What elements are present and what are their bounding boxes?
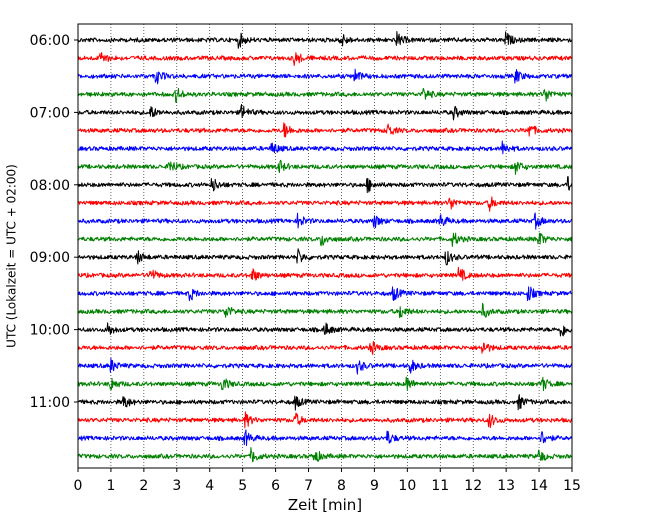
trace-0715: [77, 122, 573, 138]
y-tick-label: 07:00: [30, 105, 70, 121]
x-tick-label: 6: [271, 478, 280, 494]
trace-0815: [77, 196, 573, 212]
y-axis-ticks: 06:00 07:00 08:00 09:00 10:00 11:00: [30, 33, 78, 411]
trace-1015: [77, 340, 573, 356]
x-tick-label: 1: [106, 478, 115, 494]
x-tick-label: 14: [530, 478, 548, 494]
trace-0645: [77, 87, 573, 103]
trace-0800: [77, 176, 573, 194]
y-tick-label: 11:00: [30, 395, 70, 411]
x-tick-label: 13: [497, 478, 515, 494]
trace-0700: [77, 103, 573, 121]
x-axis-label: Zeit [min]: [288, 496, 362, 514]
x-tick-label: 11: [431, 478, 449, 494]
y-tick-label: 06:00: [30, 33, 70, 49]
trace-0600: [77, 31, 573, 49]
plot-frame: [77, 23, 573, 469]
x-tick-label: 10: [398, 478, 416, 494]
trace-0945: [77, 302, 573, 319]
trace-1115: [77, 411, 573, 429]
x-tick-label: 7: [304, 478, 313, 494]
trace-0900: [77, 248, 573, 266]
trace-0630: [77, 68, 573, 85]
trace-1100: [77, 394, 573, 411]
x-tick-label: 4: [205, 478, 214, 494]
trace-1130: [77, 429, 573, 447]
trace-group: [77, 31, 573, 463]
trace-0730: [77, 140, 573, 155]
x-tick-label: 5: [238, 478, 247, 494]
trace-0915: [77, 266, 573, 281]
trace-1145: [77, 447, 573, 463]
trace-0830: [77, 212, 573, 230]
trace-1000: [77, 322, 573, 337]
trace-0745: [77, 159, 573, 175]
trace-1030: [77, 357, 573, 375]
x-tick-label: 2: [139, 478, 148, 494]
trace-0845: [77, 232, 573, 247]
x-tick-label: 3: [172, 478, 181, 494]
x-tick-label: 9: [370, 478, 379, 494]
y-axis-label: UTC (Lokalzeit = UTC + 02:00): [5, 164, 19, 348]
trace-0930: [77, 286, 573, 302]
y-tick-label: 09:00: [30, 250, 70, 266]
x-tick-label: 12: [464, 478, 482, 494]
x-axis-ticks: 0 1 2 3 4 5 6 7 8 9 10 11 12 13 14 15: [74, 468, 581, 494]
trace-0615: [77, 51, 573, 66]
grid-lines: [110, 24, 540, 468]
y-tick-label: 08:00: [30, 178, 70, 194]
x-tick-label: 0: [74, 478, 83, 494]
trace-1045: [77, 376, 573, 392]
y-tick-label: 10:00: [30, 323, 70, 339]
x-tick-label: 8: [337, 478, 346, 494]
x-tick-label: 15: [563, 478, 581, 494]
